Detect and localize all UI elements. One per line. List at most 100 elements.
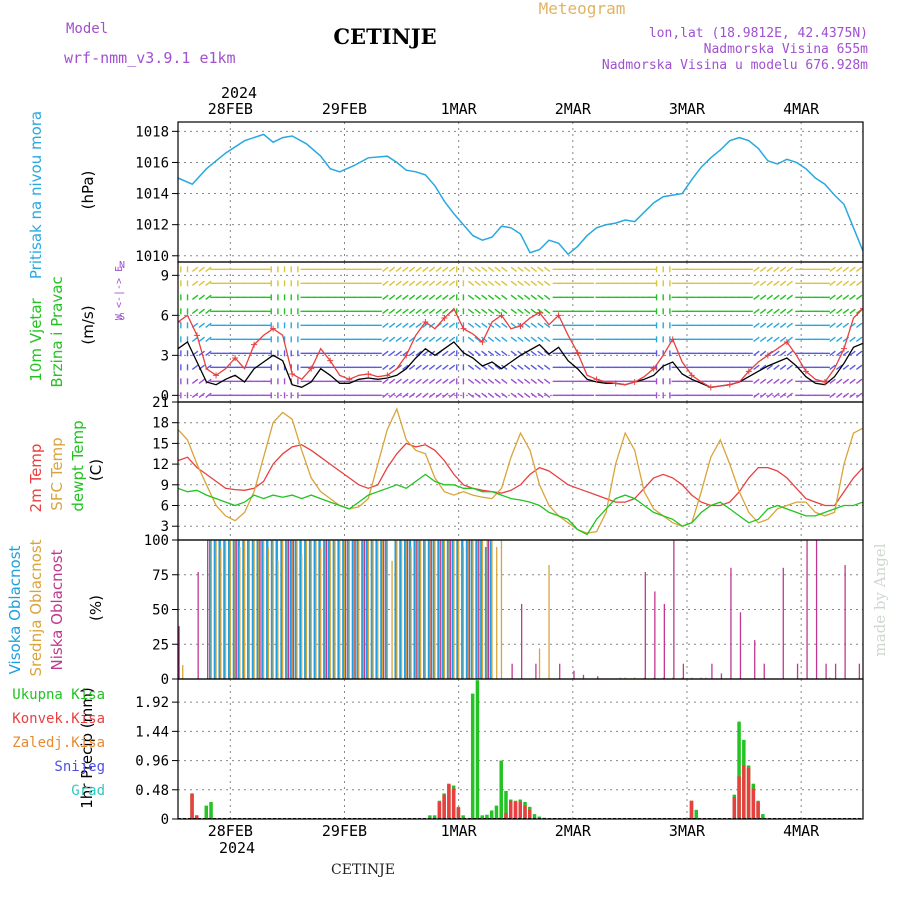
wind-arrow [474,294,481,300]
wind-arrow [428,364,436,370]
wind-arrow [494,364,501,370]
wind-arrow [467,294,475,300]
wind-arrow [408,392,416,398]
station-title: CETINJE [333,24,436,49]
wind-arrow [766,336,773,342]
wind-arrow [835,308,843,314]
wind-arrow [829,364,836,370]
wind-arrow [395,322,402,328]
y-tick-label: 1.44 [135,724,169,740]
wind-arrow [448,322,456,328]
precip-bar-convective [451,788,456,819]
wind-arrow [537,350,544,356]
wind-arrow [198,294,206,300]
wind-arrow [442,378,449,384]
wind-arrow [474,392,481,398]
wind-arrow [759,378,767,384]
wind-arrow [779,308,787,314]
wind-arrow [537,336,544,342]
wind-arrow [382,294,389,300]
wind-arrow [422,364,429,370]
wind-arrow [510,364,518,370]
wind-arrow [408,266,416,272]
wind-arrow [537,266,544,272]
wind-arrow [786,392,793,398]
y-tick-label: 0.48 [135,783,169,799]
wind-arrow [543,280,551,286]
wind-arrow [442,322,449,328]
wind-arrow [537,378,544,384]
wind-arrow [395,392,402,398]
wind-arrow [773,308,780,314]
wind-arrow [467,336,475,342]
wind-arrow [517,364,524,370]
wind-arrow [435,308,442,314]
wind-arrow [467,350,475,356]
gust-marker [783,339,790,345]
precip-bar-total [694,809,699,819]
wind-arrow [829,266,836,272]
series-gust [178,307,863,388]
wind-arrow [759,266,767,272]
wind-arrow [402,364,409,370]
wind-arrow [415,392,422,398]
wind-arrow [530,378,538,384]
wind-arrow [415,364,422,370]
wind-arrow [523,364,531,370]
wind-arrow [753,392,760,398]
wind-arrow [395,378,402,384]
gust-marker [840,345,847,352]
wind-arrow [517,294,524,300]
wind-arrow [766,392,773,398]
wind-arrow [402,308,409,314]
bottom-tick-label: 29FEB [322,822,367,840]
wind-arrow [487,378,495,384]
wind-arrow [510,308,518,314]
wind-arrow [842,280,850,286]
bottom-x-axis: 28FEB 29FEB 1MAR 2MAR 3MAR 4MAR [208,822,820,840]
wind-arrow [388,280,396,286]
wind-arrow [543,294,551,300]
wind-arrow [448,378,456,384]
wind-arrow [205,266,212,272]
wind-arrow [435,266,442,272]
wind-arrow [759,322,767,328]
wind-arrow [422,266,429,272]
wind-arrow [835,280,843,286]
gust-marker [422,319,429,325]
gust-marker [650,365,657,372]
wind-arrow [481,308,488,314]
gust-marker [232,355,239,361]
ylabel-precip: 1hr Precip (mm) [78,687,96,808]
wind-arrow [382,364,389,370]
wind-arrow [205,294,212,300]
wind-arrow [501,266,508,272]
wind-arrow [198,266,206,272]
wind-arrow [448,280,456,286]
wind-arrow [543,392,551,398]
wind-arrow [773,378,780,384]
wind-arrow [474,308,481,314]
wind-arrow [494,392,501,398]
gust-marker [631,379,638,385]
wind-arrow [494,266,501,272]
wind-arrow [474,378,481,384]
wind-arrow [487,350,495,356]
precip-bar-convective [737,776,741,819]
wind-arrow [487,280,495,286]
precip-bar-convective [732,797,737,819]
gust-marker [194,332,201,339]
top-year-label: 2024 [221,84,257,102]
lonlat-label: lon,lat (18.9812E, 42.4375N) [649,26,868,41]
wind-arrow [523,308,531,314]
wind-arrow [537,364,544,370]
wind-arrow [198,392,206,398]
precip-bar-convective [442,794,446,819]
wind-arrow [523,378,531,384]
ylabel-dewpoint: dewpt Temp [69,420,87,511]
gust-marker [555,312,562,319]
wind-arrow [753,378,760,384]
wind-arrow [759,350,767,356]
wind-arrow [773,266,780,272]
